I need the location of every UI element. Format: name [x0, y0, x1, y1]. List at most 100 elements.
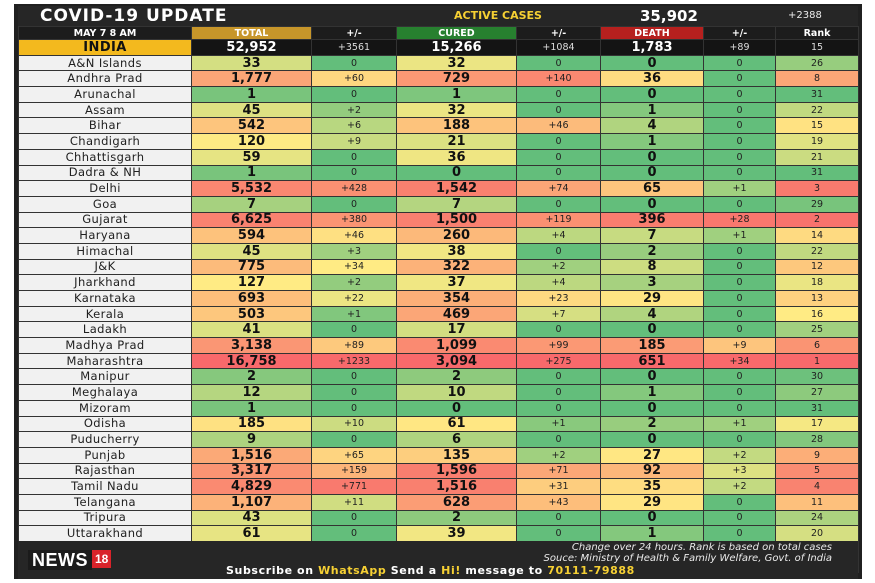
cured-change-cell: 0: [516, 54, 601, 72]
cured-change-cell: +275: [516, 352, 601, 370]
rank-cell: 2: [775, 211, 859, 229]
death-change-cell: 0: [703, 384, 776, 401]
death-change-cell: 0: [703, 133, 776, 150]
cured-cell: 135: [396, 446, 517, 464]
cured-change-cell: +31: [516, 478, 601, 495]
cured-change-cell: +2: [516, 258, 601, 276]
state-name: Andhra Prad: [18, 70, 192, 88]
total-cell: 45: [191, 242, 312, 260]
rank-cell: 22: [775, 101, 859, 119]
total-cell: 61: [191, 525, 312, 542]
cured-cell: 37: [396, 274, 517, 291]
total-cell: 503: [191, 305, 312, 323]
cured-cell: 10: [396, 384, 517, 401]
death-cell: 2: [600, 242, 704, 260]
rank-cell: 22: [775, 242, 859, 260]
india-death: 1,783: [600, 39, 704, 56]
total-cell: 775: [191, 258, 312, 276]
cured-cell: 354: [396, 290, 517, 307]
total-cell: 1,777: [191, 70, 312, 88]
death-cell: 651: [600, 352, 704, 370]
state-name: Goa: [18, 195, 192, 213]
state-name: Haryana: [18, 227, 192, 244]
death-cell: 1: [600, 133, 704, 150]
total-change-header: +/-: [311, 26, 397, 40]
cta-number: 70111-79888: [547, 564, 635, 577]
death-cell: 65: [600, 180, 704, 197]
cured-change-cell: 0: [516, 431, 601, 448]
india-rank: 15: [775, 39, 859, 56]
cured-change-cell: +23: [516, 290, 601, 307]
total-cell: 4,829: [191, 478, 312, 495]
state-name: Mizoram: [18, 399, 192, 417]
total-change-cell: 0: [311, 195, 397, 213]
table-row: Manipur 2 0 2 0 0 0 30: [18, 368, 859, 386]
state-name: Tripura: [18, 509, 192, 527]
death-cell: 396: [600, 211, 704, 229]
total-change-cell: +11: [311, 493, 397, 511]
total-change-cell: +428: [311, 180, 397, 197]
cured-cell: 729: [396, 70, 517, 88]
death-cell: 1: [600, 525, 704, 542]
cured-change-cell: +99: [516, 337, 601, 354]
total-cell: 1: [191, 399, 312, 417]
death-cell: 0: [600, 509, 704, 527]
cta-app: WhatsApp: [318, 564, 387, 577]
death-cell: 3: [600, 274, 704, 291]
cured-change-cell: 0: [516, 321, 601, 339]
cta-word: Hi!: [441, 564, 461, 577]
death-change-cell: 0: [703, 195, 776, 213]
cured-change-cell: 0: [516, 399, 601, 417]
logo-number: 18: [92, 550, 112, 568]
cured-change-cell: +4: [516, 274, 601, 291]
total-change-cell: +1: [311, 305, 397, 323]
death-cell: 0: [600, 321, 704, 339]
death-change-cell: 0: [703, 525, 776, 542]
cured-change-cell: 0: [516, 195, 601, 213]
subscribe-cta: Subscribe on WhatsApp Send a Hi! message…: [226, 564, 635, 577]
india-total: 52,952: [191, 39, 312, 56]
india-cured: 15,266: [396, 39, 517, 56]
state-name: Jharkhand: [18, 274, 192, 291]
total-change-cell: +2: [311, 101, 397, 119]
total-cell: 594: [191, 227, 312, 244]
rank-cell: 3: [775, 180, 859, 197]
cured-cell: 1,542: [396, 180, 517, 197]
table-row: Mizoram 1 0 0 0 0 0 31: [18, 399, 859, 417]
rank-cell: 31: [775, 86, 859, 103]
death-change-cell: 0: [703, 431, 776, 448]
cured-change-cell: +46: [516, 117, 601, 135]
cured-cell: 322: [396, 258, 517, 276]
india-label: INDIA: [18, 39, 192, 56]
death-change-cell: 0: [703, 493, 776, 511]
rank-cell: 30: [775, 368, 859, 386]
death-cell: 1: [600, 384, 704, 401]
death-cell: 0: [600, 399, 704, 417]
total-change-cell: +2: [311, 274, 397, 291]
total-change-cell: 0: [311, 509, 397, 527]
death-change-cell: +34: [703, 352, 776, 370]
death-cell: 4: [600, 117, 704, 135]
death-change-cell: 0: [703, 117, 776, 135]
death-cell: 27: [600, 446, 704, 464]
cured-cell: 188: [396, 117, 517, 135]
death-change-header: +/-: [703, 26, 776, 40]
death-change-cell: 0: [703, 399, 776, 417]
total-change-cell: +3: [311, 242, 397, 260]
table-row: Odisha 185 +10 61 +1 2 +1 17: [18, 415, 859, 433]
rank-header: Rank: [775, 26, 859, 40]
state-name: Punjab: [18, 446, 192, 464]
table-row: Karnataka 693 +22 354 +23 29 0 13: [18, 290, 859, 307]
india-cured-change: +1084: [516, 39, 601, 56]
state-name: Himachal: [18, 242, 192, 260]
covid-update-card: COVID-19 UPDATE ACTIVE CASES 35,902 +238…: [14, 4, 862, 579]
rank-cell: 17: [775, 415, 859, 433]
table-row: Dadra & NH 1 0 0 0 0 0 31: [18, 164, 859, 182]
death-cell: 7: [600, 227, 704, 244]
state-name: Maharashtra: [18, 352, 192, 370]
page-title: COVID-19 UPDATE: [40, 6, 228, 26]
total-cell: 7: [191, 195, 312, 213]
death-change-cell: +1: [703, 415, 776, 433]
total-change-cell: 0: [311, 164, 397, 182]
death-change-cell: 0: [703, 274, 776, 291]
